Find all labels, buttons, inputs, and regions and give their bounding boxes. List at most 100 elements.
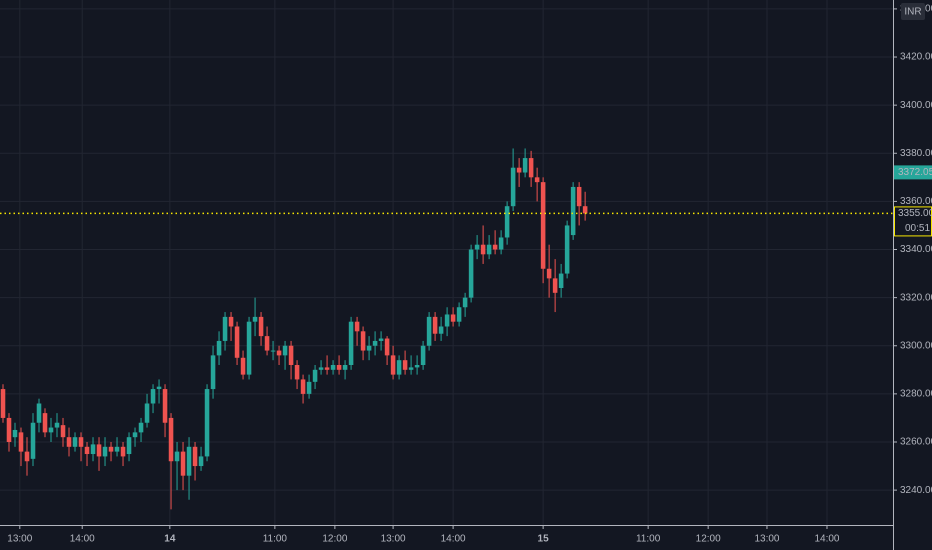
candle-body: [36, 403, 42, 423]
x-tick-label: 12:00: [696, 534, 721, 545]
candle-body: [138, 422, 144, 433]
x-tick-label: 14: [164, 534, 176, 545]
candle-body: [72, 437, 78, 447]
candle-body: [60, 425, 66, 438]
candle-body: [498, 237, 504, 250]
candle-body: [342, 364, 348, 370]
candle-body: [576, 186, 582, 207]
candle-body: [312, 369, 318, 382]
candle-body: [558, 273, 564, 289]
candle-body: [390, 355, 396, 375]
candle-body: [54, 422, 60, 428]
candle-body: [204, 389, 210, 457]
candle-body: [552, 278, 558, 293]
x-tick-label: 11:00: [263, 534, 288, 545]
candle-body: [372, 340, 378, 346]
candle-body: [330, 364, 336, 370]
y-tick-label: 3360.00: [900, 196, 932, 207]
countdown-label: 00:51: [905, 223, 930, 234]
candle-body: [6, 417, 12, 442]
candle-body: [486, 244, 492, 255]
candle-body: [534, 177, 540, 183]
candle-body: [270, 350, 276, 352]
candle-body: [156, 386, 162, 390]
y-tick-label: 3340.00: [900, 244, 932, 255]
candle-body: [240, 357, 246, 375]
candle-body: [504, 206, 510, 238]
candle-body: [510, 167, 516, 207]
candle-body: [414, 364, 420, 368]
candle-body: [468, 249, 474, 298]
x-tick-label: 14:00: [814, 534, 839, 545]
candle-body: [540, 182, 546, 269]
candle-body: [198, 456, 204, 467]
y-tick-label: 3320.00: [900, 292, 932, 303]
candle-body: [120, 446, 126, 457]
candle-body: [96, 444, 102, 457]
candle-body: [528, 158, 534, 178]
y-tick-label: 3300.00: [900, 340, 932, 351]
candle-body: [210, 355, 216, 390]
candle-body: [174, 451, 180, 462]
candle-body: [348, 321, 354, 365]
candle-body: [252, 316, 258, 322]
candle-body: [114, 446, 120, 452]
candle-body: [84, 446, 90, 455]
candle-body: [396, 360, 402, 375]
marker-price-label: 3372.05: [898, 167, 932, 178]
candle-body: [306, 381, 312, 394]
candle-body: [48, 427, 54, 433]
candle-body: [288, 345, 294, 365]
candle-body: [318, 367, 324, 370]
x-tick-label: 11:00: [636, 534, 661, 545]
last-price-inner: [895, 207, 931, 236]
candle-body: [294, 364, 300, 380]
y-tick-label: 3400.00: [900, 100, 932, 111]
x-tick-label: 13:00: [381, 534, 406, 545]
candle-body: [102, 446, 108, 457]
candle-body: [432, 316, 438, 334]
candle-body: [246, 321, 252, 375]
candle-body: [360, 331, 366, 351]
candle-body: [258, 316, 264, 337]
candle-body: [108, 446, 114, 452]
candle-body: [450, 314, 456, 322]
candle-body: [234, 326, 240, 358]
x-tick-label: 13:00: [7, 534, 32, 545]
candle-body: [30, 422, 36, 459]
candle-body: [324, 367, 330, 370]
candle-body: [564, 225, 570, 274]
candle-body: [366, 345, 372, 351]
candle-body: [300, 379, 306, 394]
x-tick-label: 15: [538, 534, 550, 545]
y-tick-label: 3420.00: [900, 52, 932, 63]
last-price-label: 3355.00: [898, 208, 932, 219]
candle-body: [354, 321, 360, 332]
candle-body: [126, 437, 132, 455]
candle-body: [222, 316, 228, 341]
candle-body: [0, 389, 6, 418]
candle-body: [408, 367, 414, 370]
candle-body: [132, 432, 138, 438]
candle-body: [180, 451, 186, 476]
currency-badge: [901, 3, 925, 20]
candle-body: [480, 244, 486, 255]
candle-body: [216, 340, 222, 356]
candle-body: [162, 389, 168, 423]
y-tick-label: 3240.00: [900, 485, 932, 496]
candle-body: [168, 417, 174, 462]
candle-body: [192, 446, 198, 467]
candle-body: [438, 326, 444, 334]
candle-body: [462, 297, 468, 308]
candle-body: [66, 437, 72, 447]
candle-body: [378, 338, 384, 341]
candle-body: [456, 307, 462, 322]
y-tick-label: 3280.00: [900, 389, 932, 400]
candle-body: [264, 336, 270, 351]
x-tick-label: 13:00: [754, 534, 779, 545]
candle-body: [546, 268, 552, 279]
currency-label: INR: [904, 7, 921, 18]
candle-body: [12, 429, 18, 438]
